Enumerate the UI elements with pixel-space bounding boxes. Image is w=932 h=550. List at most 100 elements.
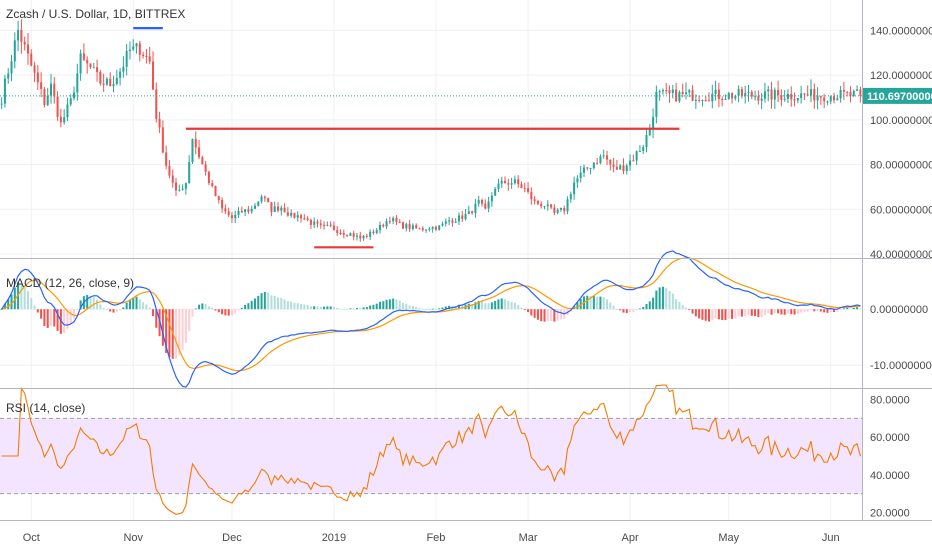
price-pane[interactable]: 110.69700000 xyxy=(0,19,932,249)
candle-body xyxy=(257,201,260,206)
macd-histogram-bar xyxy=(592,295,595,310)
macd-histogram-bar xyxy=(793,309,796,315)
candle-body xyxy=(533,199,536,201)
candle-body xyxy=(178,189,181,191)
candle-body xyxy=(23,41,26,45)
x-tick-label: Feb xyxy=(426,532,445,544)
candle-body xyxy=(721,99,724,101)
macd-histogram-bar xyxy=(138,299,141,310)
macd-histogram-bar xyxy=(355,308,358,310)
candle-body xyxy=(122,66,125,72)
macd-histogram-bar xyxy=(694,309,697,317)
candle-body xyxy=(596,162,599,164)
candle-body xyxy=(402,222,405,229)
macd-histogram-bar xyxy=(698,309,701,319)
candle-body xyxy=(349,233,352,236)
macd-histogram-bar xyxy=(800,309,803,313)
macd-histogram-bar xyxy=(599,296,602,310)
candle-body xyxy=(10,61,13,74)
price-y-tick-label: 120.00000000 xyxy=(870,70,932,82)
candle-body xyxy=(234,214,237,219)
macd-histogram-bar xyxy=(112,309,115,313)
macd-histogram-bar xyxy=(747,309,750,316)
macd-histogram-bar xyxy=(780,309,783,315)
macd-histogram-bar xyxy=(398,300,401,310)
macd-histogram-bar xyxy=(773,309,776,314)
macd-histogram-bar xyxy=(763,309,766,316)
candle-body xyxy=(181,188,184,190)
macd-histogram-bar xyxy=(796,309,799,315)
candle-body xyxy=(826,101,829,103)
macd-histogram-bar xyxy=(540,309,543,322)
candle-body xyxy=(313,221,316,225)
macd-line xyxy=(1,250,861,388)
candle-body xyxy=(20,29,23,42)
macd-histogram-bar xyxy=(313,306,316,310)
macd-histogram-bar xyxy=(296,303,299,310)
candle-body xyxy=(467,211,470,215)
macd-histogram-bar xyxy=(513,302,516,310)
candle-body xyxy=(605,155,609,160)
candle-body xyxy=(635,151,638,161)
candle-body xyxy=(698,99,701,101)
macd-histogram-bar xyxy=(217,309,220,313)
macd-histogram-bar xyxy=(428,309,431,310)
macd-histogram-bar xyxy=(691,309,694,314)
candle-body xyxy=(582,167,586,173)
candle-body xyxy=(408,224,411,229)
candle-body xyxy=(300,215,303,219)
macd-histogram-bar xyxy=(655,290,658,310)
candle-body xyxy=(247,209,250,212)
macd-pane[interactable] xyxy=(0,250,862,388)
candle-body xyxy=(395,217,398,222)
macd-histogram-bar xyxy=(849,308,852,310)
candle-body xyxy=(33,65,36,73)
macd-histogram-bar xyxy=(425,309,428,310)
macd-histogram-bar xyxy=(833,309,836,313)
macd-histogram-bar xyxy=(234,309,237,314)
macd-histogram-bar xyxy=(332,307,335,310)
candle-body xyxy=(198,147,201,158)
macd-histogram-bar xyxy=(744,309,747,316)
macd-histogram-bar xyxy=(247,303,250,310)
macd-histogram-bar xyxy=(96,299,99,310)
macd-histogram-bar xyxy=(638,308,641,310)
candle-body xyxy=(517,179,520,185)
candle-body xyxy=(388,221,391,223)
macd-histogram-bar xyxy=(191,309,194,317)
macd-histogram-bar xyxy=(158,309,161,337)
x-tick-label: Jun xyxy=(822,532,840,544)
macd-histogram-bar xyxy=(359,308,362,310)
candle-body xyxy=(46,95,49,106)
candle-body xyxy=(339,232,342,234)
candle-body xyxy=(487,201,490,209)
macd-histogram-bar xyxy=(721,309,724,321)
candle-body xyxy=(369,231,372,237)
macd-histogram-bar xyxy=(267,292,270,310)
candle-body xyxy=(267,198,270,203)
macd-histogram-bar xyxy=(224,309,227,316)
macd-histogram-bar xyxy=(119,309,122,310)
candle-body xyxy=(174,182,178,191)
candle-body xyxy=(569,194,572,200)
macd-histogram-bar xyxy=(23,285,26,310)
macd-histogram-bar xyxy=(73,309,76,319)
macd-histogram-bar xyxy=(596,296,599,310)
macd-histogram-bar xyxy=(392,298,395,310)
macd-histogram-bar xyxy=(13,287,16,310)
candle-body xyxy=(73,92,76,99)
rsi-pane[interactable] xyxy=(0,384,862,515)
macd-histogram-bar xyxy=(194,308,197,310)
macd-histogram-bar xyxy=(527,309,530,313)
candle-body xyxy=(553,207,556,213)
candle-body xyxy=(648,129,651,135)
candle-body xyxy=(184,183,187,189)
macd-histogram-bar xyxy=(63,309,66,334)
macd-histogram-bar xyxy=(754,309,757,317)
candle-body xyxy=(290,212,293,216)
macd-histogram-bar xyxy=(178,309,181,356)
candle-body xyxy=(79,53,82,74)
macd-histogram-bar xyxy=(839,309,842,310)
macd-histogram-bar xyxy=(589,296,592,310)
